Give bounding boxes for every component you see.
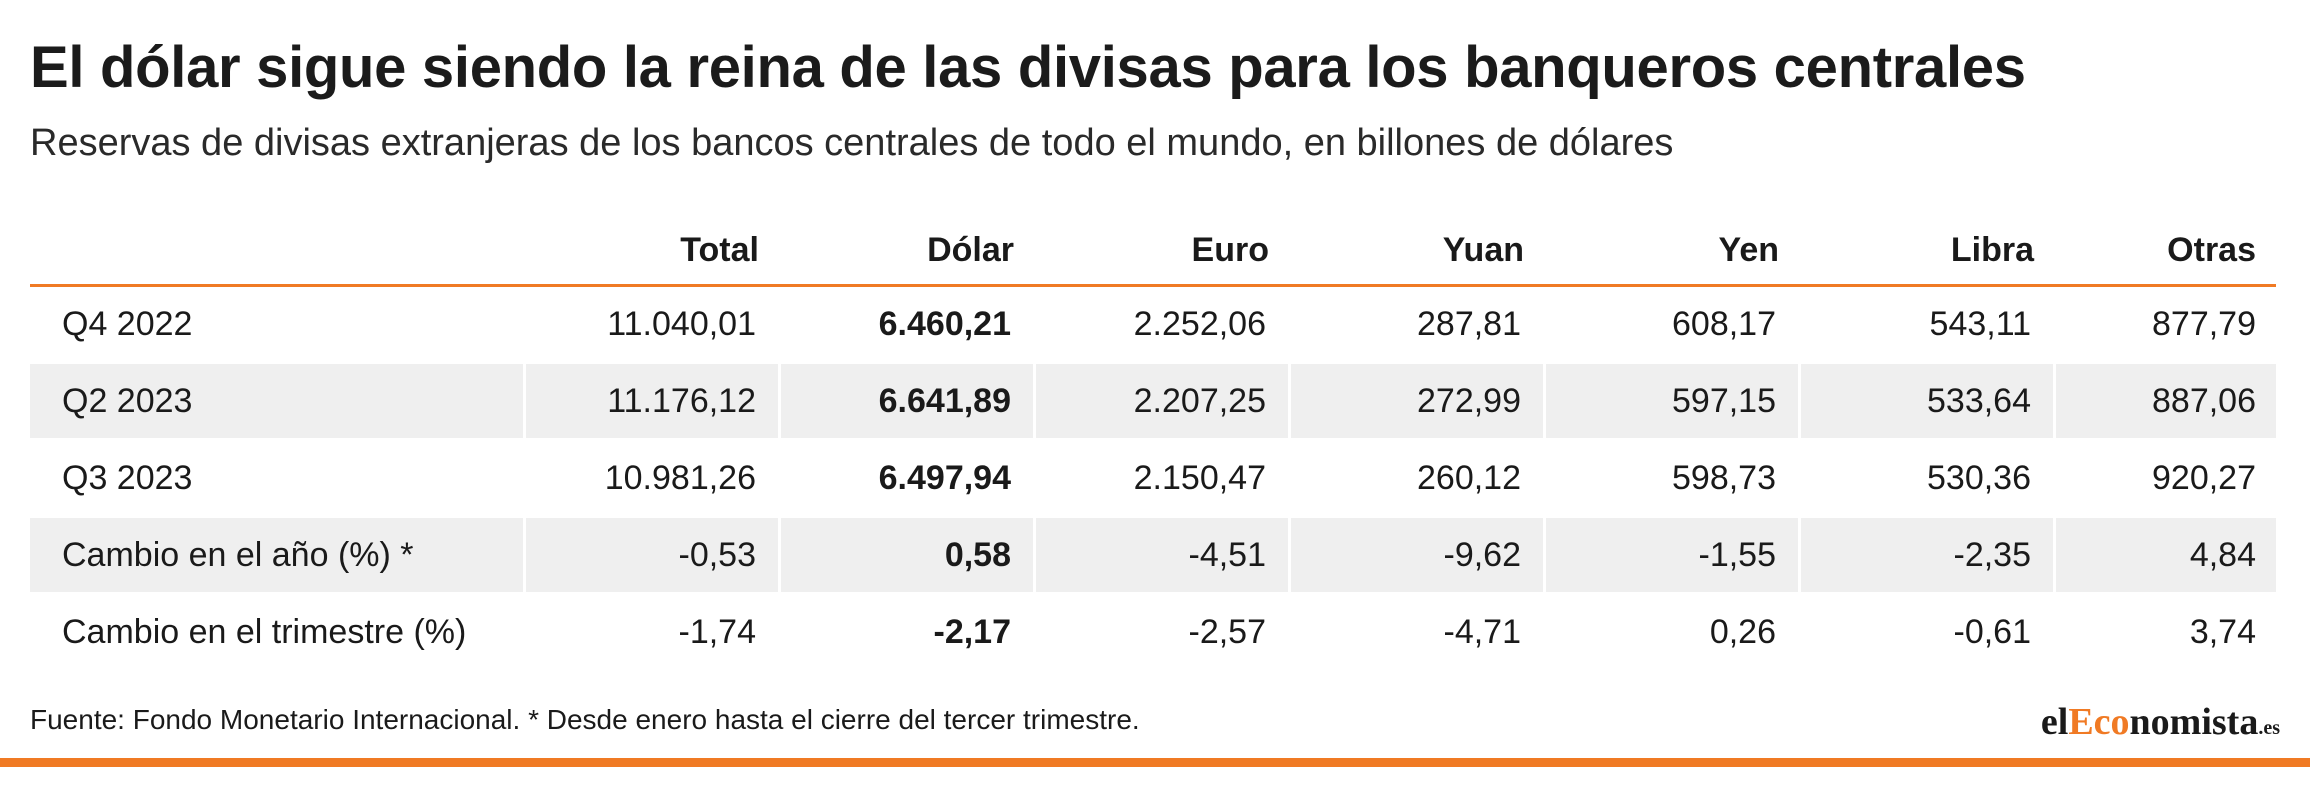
cell-euro: 2.150,47 bbox=[1036, 441, 1291, 518]
cell-yuan: 287,81 bbox=[1291, 287, 1546, 364]
table-row: Cambio en el trimestre (%) -1,74 -2,17 -2,5… bbox=[30, 595, 2276, 672]
cell-yen: 598,73 bbox=[1546, 441, 1801, 518]
cell-total: 11.040,01 bbox=[526, 287, 781, 364]
row-label: Q4 2022 bbox=[30, 287, 526, 364]
header-cell-label bbox=[30, 216, 526, 287]
cell-yen: 597,15 bbox=[1546, 364, 1801, 441]
header-cell-dolar: Dólar bbox=[781, 216, 1036, 287]
row-label: Q2 2023 bbox=[30, 364, 526, 441]
row-label: Cambio en el año (%) * bbox=[30, 518, 526, 595]
logo-text-tld: .es bbox=[2258, 717, 2280, 739]
eleconomista-logo: elEconomista.es bbox=[2041, 700, 2280, 744]
cell-euro: -4,51 bbox=[1036, 518, 1291, 595]
header-cell-otras: Otras bbox=[2056, 216, 2276, 287]
header-cell-libra: Libra bbox=[1801, 216, 2056, 287]
header-cell-yuan: Yuan bbox=[1291, 216, 1546, 287]
cell-libra: 533,64 bbox=[1801, 364, 2056, 441]
cell-euro: 2.207,25 bbox=[1036, 364, 1291, 441]
cell-otras: 3,74 bbox=[2056, 595, 2276, 672]
bottom-accent-bar bbox=[0, 758, 2310, 767]
cell-otras: 877,79 bbox=[2056, 287, 2276, 364]
logo-text-el: el bbox=[2040, 701, 2069, 743]
chart-title: El dólar sigue siendo la reina de las di… bbox=[30, 35, 2026, 100]
cell-dolar: 6.460,21 bbox=[781, 287, 1036, 364]
cell-otras: 887,06 bbox=[2056, 364, 2276, 441]
reserves-table: Total Dólar Euro Yuan Yen Libra Otras Q4… bbox=[30, 216, 2276, 672]
cell-total: -1,74 bbox=[526, 595, 781, 672]
logo-text-nomista: nomista bbox=[2129, 701, 2259, 743]
cell-dolar: 6.497,94 bbox=[781, 441, 1036, 518]
cell-yen: 608,17 bbox=[1546, 287, 1801, 364]
table-row: Q3 2023 10.981,26 6.497,94 2.150,47 260,12 59… bbox=[30, 441, 2276, 518]
cell-yen: 0,26 bbox=[1546, 595, 1801, 672]
cell-total: 11.176,12 bbox=[526, 364, 781, 441]
source-note: Fuente: Fondo Monetario Internacional. *… bbox=[30, 704, 1140, 735]
cell-dolar: 6.641,89 bbox=[781, 364, 1036, 441]
cell-yuan: -4,71 bbox=[1291, 595, 1546, 672]
table-row: Cambio en el año (%) * -0,53 0,58 -4,51 -9,6… bbox=[30, 518, 2276, 595]
row-label: Cambio en el trimestre (%) bbox=[30, 595, 526, 672]
header-row: Total Dólar Euro Yuan Yen Libra Otras bbox=[30, 216, 2276, 287]
cell-dolar: 0,58 bbox=[781, 518, 1036, 595]
cell-otras: 4,84 bbox=[2056, 518, 2276, 595]
cell-total: 10.981,26 bbox=[526, 441, 781, 518]
cell-euro: -2,57 bbox=[1036, 595, 1291, 672]
header-cell-total: Total bbox=[526, 216, 781, 287]
cell-yen: -1,55 bbox=[1546, 518, 1801, 595]
header-cell-euro: Euro bbox=[1036, 216, 1291, 287]
cell-dolar: -2,17 bbox=[781, 595, 1036, 672]
cell-otras: 920,27 bbox=[2056, 441, 2276, 518]
cell-yuan: 260,12 bbox=[1291, 441, 1546, 518]
logo-text-eco: Eco bbox=[2068, 701, 2130, 743]
cell-libra: -0,61 bbox=[1801, 595, 2056, 672]
cell-libra: 543,11 bbox=[1801, 287, 2056, 364]
cell-yuan: 272,99 bbox=[1291, 364, 1546, 441]
cell-euro: 2.252,06 bbox=[1036, 287, 1291, 364]
cell-total: -0,53 bbox=[526, 518, 781, 595]
cell-libra: 530,36 bbox=[1801, 441, 2056, 518]
header-cell-yen: Yen bbox=[1546, 216, 1801, 287]
table-row: Q4 2022 11.040,01 6.460,21 2.252,06 287,81 60… bbox=[30, 287, 2276, 364]
chart-subtitle: Reservas de divisas extranjeras de los b… bbox=[30, 122, 1674, 164]
row-label: Q3 2023 bbox=[30, 441, 526, 518]
table-row: Q2 2023 11.176,12 6.641,89 2.207,25 272,99 59… bbox=[30, 364, 2276, 441]
cell-libra: -2,35 bbox=[1801, 518, 2056, 595]
cell-yuan: -9,62 bbox=[1291, 518, 1546, 595]
